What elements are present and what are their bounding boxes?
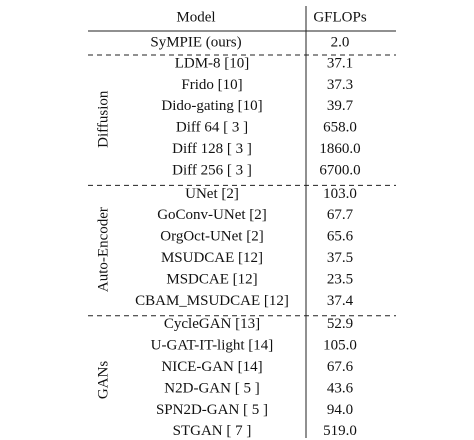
cell: U-GAT-IT-light [14] [151,338,274,354]
cell: N2D-GAN [ 5 ] [164,380,259,396]
group-label: Diffusion [95,90,111,148]
cell: 1860.0 [319,141,360,157]
cell: OrgOct-UNet [2] [160,229,263,245]
cell: 37.3 [327,77,353,93]
cell: SPN2D-GAN [ 5 ] [156,402,268,418]
cell: UNet [2] [185,186,239,202]
cell: 37.5 [327,250,353,266]
cell: 37.4 [327,293,354,309]
cell: Diff 256 [ 3 ] [172,162,252,178]
cell: CycleGAN [13] [164,316,260,332]
cell: 103.0 [323,186,357,202]
cell: Diff 128 [ 3 ] [172,141,252,157]
cell: MSUDCAE [12] [161,250,263,266]
cell: Diff 64 [ 3 ] [176,120,248,136]
cell: GoConv-UNet [2] [157,207,267,223]
cell: Frido [10] [181,77,242,93]
cell: 52.9 [327,316,353,332]
cell: CBAM_MSUDCAE [12] [135,293,289,309]
cell: SyMPIE (ours) [150,34,241,50]
cell: 6700.0 [319,162,360,178]
cell: 67.6 [327,359,354,375]
cell: 658.0 [323,120,357,136]
cell: 65.6 [327,229,354,245]
cell: 519.0 [323,423,357,439]
cell: 67.7 [327,207,354,223]
header-cell: GFLOPs [313,9,367,25]
group-label: GANs [95,361,111,399]
header-cell: Model [176,9,215,25]
cell: 2.0 [331,34,350,50]
cell: 23.5 [327,271,353,287]
group-label: Auto-Encoder [95,207,111,292]
cell: 37.1 [327,55,353,71]
cell: 39.7 [327,98,354,114]
cell: STGAN [ 7 ] [173,423,252,439]
cell: LDM-8 [10] [175,55,250,71]
cell: MSDCAE [12] [166,271,257,287]
cell: 94.0 [327,402,353,418]
cell: Dido-gating [10] [161,98,262,114]
cell: NICE-GAN [14] [161,359,262,375]
cell: 43.6 [327,380,354,396]
cell: 105.0 [323,338,357,354]
